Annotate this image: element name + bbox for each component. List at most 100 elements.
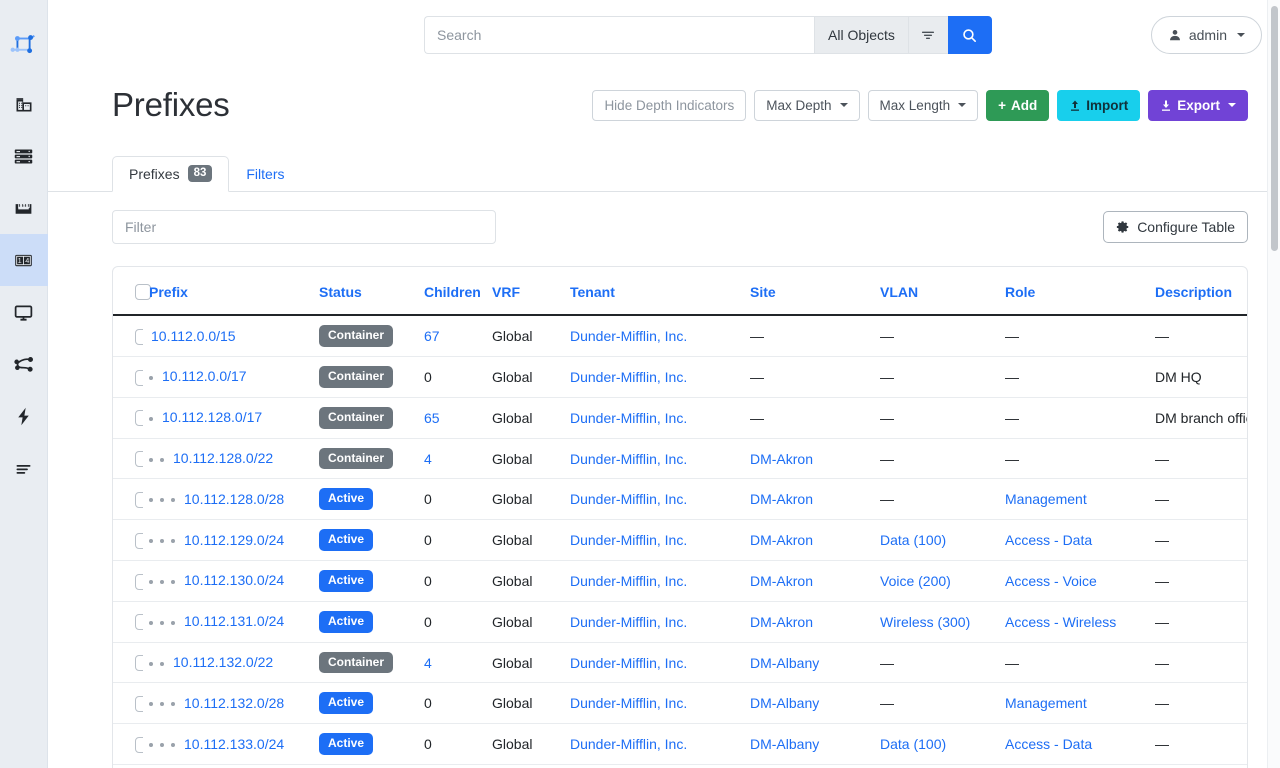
sidebar-item-connections[interactable] xyxy=(0,182,48,234)
role-link[interactable]: Access - Data xyxy=(1005,532,1093,549)
search-submit-button[interactable] xyxy=(947,16,992,54)
row-checkbox[interactable] xyxy=(135,369,143,386)
prefix-link[interactable]: 10.112.128.0/22 xyxy=(173,449,274,466)
row-checkbox[interactable] xyxy=(135,451,143,468)
row-checkbox[interactable] xyxy=(135,696,143,713)
row-checkbox[interactable] xyxy=(135,532,143,549)
tenant-link[interactable]: Dunder-Mifflin, Inc. xyxy=(570,368,688,385)
vlan-link[interactable]: Data (100) xyxy=(880,532,947,549)
column-header-tenant[interactable]: Tenant xyxy=(564,267,744,317)
role-link[interactable]: Access - Data xyxy=(1005,736,1093,753)
vlan-link[interactable]: Wireless (300) xyxy=(880,613,971,630)
tenant-link[interactable]: Dunder-Mifflin, Inc. xyxy=(570,736,688,753)
column-header-children[interactable]: Children xyxy=(418,267,486,317)
configure-table-button[interactable]: Configure Table xyxy=(1103,211,1248,243)
prefix-link[interactable]: 10.112.131.0/24 xyxy=(184,613,285,630)
prefix-cell: 10.112.128.0/28 xyxy=(143,478,313,521)
children-link[interactable]: 67 xyxy=(424,328,440,345)
max-length-dropdown[interactable]: Max Length xyxy=(867,89,979,121)
prefix-link[interactable]: 10.112.129.0/24 xyxy=(184,531,285,548)
page-scrollbar-thumb[interactable] xyxy=(1271,6,1278,251)
search-scope-dropdown[interactable]: All Objects xyxy=(814,16,908,54)
column-header-vlan[interactable]: VLAN xyxy=(874,267,999,317)
sidebar-item-virtualization[interactable] xyxy=(0,286,48,338)
prefix-cell: 10.112.128.0/17 xyxy=(143,397,313,439)
tenant-link[interactable]: Dunder-Mifflin, Inc. xyxy=(570,654,688,671)
tenant-link[interactable]: Dunder-Mifflin, Inc. xyxy=(570,491,688,508)
tab-filters[interactable]: Filters xyxy=(229,157,301,192)
prefix-link[interactable]: 10.112.132.0/28 xyxy=(184,694,285,711)
user-menu-button[interactable]: admin xyxy=(1150,16,1262,54)
row-checkbox[interactable] xyxy=(135,655,143,672)
tenant-cell: Dunder-Mifflin, Inc. xyxy=(564,519,744,562)
prefix-link[interactable]: 10.112.133.0/24 xyxy=(184,735,285,752)
sidebar-item-ipam[interactable]: 1 4 xyxy=(0,234,48,286)
hide-depth-indicators-button[interactable]: Hide Depth Indicators xyxy=(592,89,747,121)
tenant-link[interactable]: Dunder-Mifflin, Inc. xyxy=(570,328,688,345)
lines-icon xyxy=(13,458,34,479)
sidebar-item-organization[interactable] xyxy=(0,78,48,130)
column-header-site[interactable]: Site xyxy=(744,267,874,317)
column-header-role[interactable]: Role xyxy=(999,267,1149,317)
column-header-description[interactable]: Description xyxy=(1149,267,1247,317)
prefix-link[interactable]: 10.112.128.0/28 xyxy=(184,490,285,507)
prefix-link[interactable]: 10.112.128.0/17 xyxy=(162,409,263,426)
site-link[interactable]: DM-Akron xyxy=(750,613,814,630)
row-checkbox[interactable] xyxy=(135,492,143,509)
children-link[interactable]: 65 xyxy=(424,409,440,426)
prefix-link[interactable]: 10.112.130.0/24 xyxy=(184,572,285,589)
search-input[interactable] xyxy=(424,16,814,54)
tenant-link[interactable]: Dunder-Mifflin, Inc. xyxy=(570,450,688,467)
site-link[interactable]: DM-Albany xyxy=(750,736,820,753)
role-link[interactable]: Access - Voice xyxy=(1005,572,1097,589)
depth-indicators xyxy=(149,492,182,508)
export-dropdown[interactable]: Export xyxy=(1148,89,1248,121)
row-checkbox[interactable] xyxy=(135,614,143,631)
sidebar-item-circuits[interactable] xyxy=(0,338,48,390)
row-checkbox[interactable] xyxy=(135,573,143,590)
site-link[interactable]: DM-Albany xyxy=(750,654,820,671)
sidebar-item-devices[interactable] xyxy=(0,130,48,182)
column-header-status[interactable]: Status xyxy=(313,267,418,317)
description-value: — xyxy=(1155,736,1169,753)
site-link[interactable]: DM-Akron xyxy=(750,532,814,549)
prefix-link[interactable]: 10.112.0.0/17 xyxy=(162,368,247,385)
tenant-link[interactable]: Dunder-Mifflin, Inc. xyxy=(570,572,688,589)
depth-indicator-dot xyxy=(149,498,153,503)
site-link: — xyxy=(750,328,764,345)
role-link[interactable]: Management xyxy=(1005,695,1087,712)
tenant-link[interactable]: Dunder-Mifflin, Inc. xyxy=(570,532,688,549)
column-header-vrf[interactable]: VRF xyxy=(486,267,564,317)
search-filter-button[interactable] xyxy=(907,16,948,54)
children-link[interactable]: 4 xyxy=(424,654,432,671)
page-scrollbar[interactable] xyxy=(1267,0,1280,768)
import-button[interactable]: Import xyxy=(1057,89,1141,121)
netbox-logo[interactable] xyxy=(0,14,48,78)
site-link[interactable]: DM-Akron xyxy=(750,491,814,508)
filter-input[interactable] xyxy=(112,210,496,244)
sidebar-item-other[interactable] xyxy=(0,442,48,494)
status-cell: Container xyxy=(313,397,418,439)
prefix-link[interactable]: 10.112.0.0/15 xyxy=(151,328,236,345)
tab-prefixes[interactable]: Prefixes 83 xyxy=(112,156,230,192)
row-checkbox[interactable] xyxy=(135,328,143,345)
tenant-link[interactable]: Dunder-Mifflin, Inc. xyxy=(570,613,688,630)
role-link[interactable]: Access - Wireless xyxy=(1005,613,1117,630)
vlan-link[interactable]: Voice (200) xyxy=(880,572,951,589)
add-button[interactable]: + Add xyxy=(986,89,1050,121)
children-link[interactable]: 4 xyxy=(424,450,432,467)
row-checkbox[interactable] xyxy=(135,736,143,753)
depth-indicator-dot xyxy=(149,416,153,421)
max-depth-dropdown[interactable]: Max Depth xyxy=(754,89,860,121)
prefix-link[interactable]: 10.112.132.0/22 xyxy=(173,653,274,670)
role-link[interactable]: Management xyxy=(1005,491,1087,508)
column-header-prefix[interactable]: Prefix xyxy=(143,267,313,317)
vlan-link[interactable]: Data (100) xyxy=(880,736,947,753)
sidebar-item-power[interactable] xyxy=(0,390,48,442)
tenant-link[interactable]: Dunder-Mifflin, Inc. xyxy=(570,695,688,712)
tenant-link[interactable]: Dunder-Mifflin, Inc. xyxy=(570,409,688,426)
site-link[interactable]: DM-Albany xyxy=(750,695,820,712)
site-link[interactable]: DM-Akron xyxy=(750,572,814,589)
site-link[interactable]: DM-Akron xyxy=(750,450,814,467)
row-checkbox[interactable] xyxy=(135,410,143,427)
